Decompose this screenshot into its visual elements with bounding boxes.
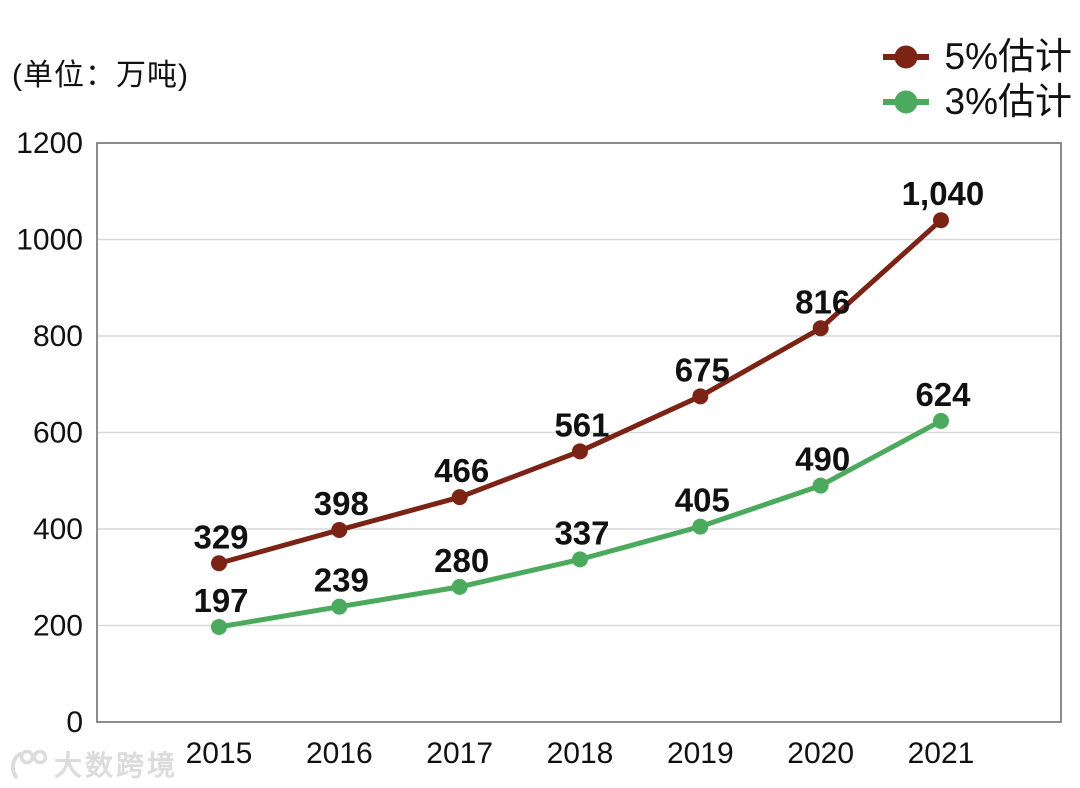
data-point bbox=[571, 551, 588, 568]
data-label: 466 bbox=[434, 452, 489, 489]
data-point bbox=[692, 518, 709, 535]
watermark-text: 大数跨境 bbox=[54, 750, 179, 781]
x-axis-tick-label: 2021 bbox=[908, 737, 975, 770]
y-axis-tick-label: 800 bbox=[33, 320, 83, 353]
x-axis-tick-label: 2018 bbox=[547, 737, 614, 770]
x-axis-tick-label: 2015 bbox=[186, 737, 253, 770]
data-point bbox=[812, 320, 829, 337]
legend-label-3pct: 3%估计 bbox=[944, 81, 1072, 122]
legend-item-5pct: 5%估计 bbox=[881, 38, 1072, 75]
data-point bbox=[211, 555, 227, 572]
data-point bbox=[812, 477, 829, 494]
data-label: 405 bbox=[675, 482, 730, 519]
watermark: 大数跨境 bbox=[8, 744, 178, 784]
data-point bbox=[451, 578, 468, 595]
data-label: 239 bbox=[314, 562, 369, 599]
x-axis-tick-label: 2017 bbox=[426, 737, 493, 770]
data-point bbox=[331, 598, 348, 615]
legend-item-3pct: 3%估计 bbox=[881, 83, 1072, 120]
y-axis-tick-label: 0 bbox=[66, 706, 83, 739]
y-axis-tick-label: 600 bbox=[33, 417, 83, 450]
y-axis-tick-label: 1000 bbox=[16, 224, 83, 257]
data-label: 197 bbox=[193, 582, 248, 619]
watermark-logo-icon bbox=[10, 749, 48, 779]
data-label: 816 bbox=[795, 283, 850, 320]
x-axis-tick-label: 2016 bbox=[306, 737, 373, 770]
data-point bbox=[692, 388, 709, 405]
data-point bbox=[571, 443, 588, 460]
data-label: 624 bbox=[915, 376, 971, 413]
data-label: 337 bbox=[554, 514, 609, 551]
data-point bbox=[451, 489, 468, 506]
data-point bbox=[331, 521, 348, 538]
unit-label: (单位：万吨) bbox=[12, 59, 189, 92]
data-label: 280 bbox=[434, 542, 489, 579]
data-point bbox=[932, 212, 949, 229]
x-axis-tick-label: 2019 bbox=[667, 737, 734, 770]
legend-marker-5pct-icon bbox=[882, 45, 929, 68]
legend: 5%估计 3%估计 bbox=[881, 38, 1072, 120]
legend-marker-3pct-icon bbox=[882, 90, 929, 113]
data-point bbox=[932, 412, 949, 429]
data-label: 561 bbox=[554, 406, 609, 443]
data-label: 329 bbox=[193, 518, 248, 555]
data-label: 490 bbox=[795, 441, 850, 478]
data-label: 1,040 bbox=[902, 175, 985, 212]
y-axis-tick-label: 200 bbox=[33, 610, 83, 643]
y-axis-tick-label: 400 bbox=[33, 513, 83, 546]
plot-border bbox=[96, 142, 1062, 723]
data-point bbox=[211, 618, 227, 635]
x-axis-tick-label: 2020 bbox=[787, 737, 854, 770]
data-label: 675 bbox=[675, 351, 730, 388]
data-label: 398 bbox=[314, 485, 369, 522]
legend-label-5pct: 5%估计 bbox=[944, 36, 1072, 77]
y-axis-tick-label: 1200 bbox=[16, 127, 83, 160]
